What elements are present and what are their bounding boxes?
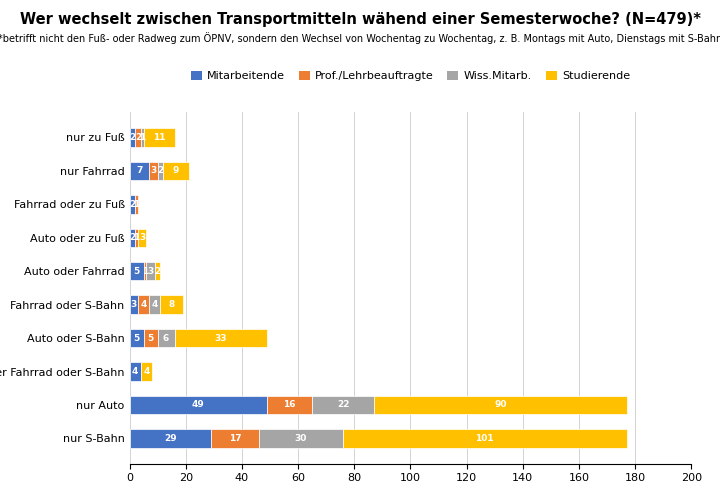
- Text: 2: 2: [130, 200, 135, 209]
- Text: 49: 49: [192, 401, 204, 409]
- Bar: [146, 262, 155, 281]
- Bar: [374, 396, 626, 414]
- Text: 16: 16: [284, 401, 296, 409]
- Text: 1: 1: [133, 233, 140, 242]
- Text: 1: 1: [142, 267, 148, 276]
- Bar: [149, 295, 161, 314]
- Text: 5: 5: [148, 334, 154, 343]
- Bar: [163, 162, 189, 180]
- Text: 2: 2: [130, 133, 135, 142]
- Text: 101: 101: [475, 434, 494, 443]
- Bar: [138, 228, 146, 247]
- Bar: [143, 329, 158, 347]
- Bar: [130, 128, 135, 146]
- Bar: [158, 162, 163, 180]
- Bar: [135, 195, 138, 214]
- Text: 30: 30: [294, 434, 307, 443]
- Bar: [130, 195, 135, 214]
- Bar: [155, 262, 161, 281]
- Text: 22: 22: [337, 401, 349, 409]
- Text: 6: 6: [163, 334, 169, 343]
- Text: 2: 2: [155, 267, 161, 276]
- Text: 4: 4: [140, 300, 147, 309]
- Bar: [130, 396, 267, 414]
- Text: 2: 2: [135, 133, 141, 142]
- Bar: [130, 162, 149, 180]
- Text: 2: 2: [130, 233, 135, 242]
- Text: 33: 33: [215, 334, 227, 343]
- Text: 5: 5: [133, 267, 140, 276]
- Text: 3: 3: [150, 166, 156, 175]
- Bar: [258, 429, 343, 447]
- Text: 2: 2: [158, 166, 163, 175]
- Bar: [267, 396, 312, 414]
- Bar: [130, 362, 141, 381]
- Bar: [158, 329, 174, 347]
- Text: 4: 4: [132, 367, 138, 376]
- Bar: [130, 429, 211, 447]
- Text: Wer wechselt zwischen Transportmitteln wähend einer Semesterwoche? (N=479)*: Wer wechselt zwischen Transportmitteln w…: [19, 12, 701, 27]
- Text: 7: 7: [136, 166, 143, 175]
- Text: 9: 9: [173, 166, 179, 175]
- Text: 29: 29: [164, 434, 176, 443]
- Bar: [312, 396, 374, 414]
- Text: 4: 4: [152, 300, 158, 309]
- Bar: [135, 128, 141, 146]
- Text: 90: 90: [494, 401, 506, 409]
- Bar: [149, 162, 158, 180]
- Bar: [130, 262, 143, 281]
- Bar: [161, 295, 183, 314]
- Text: 4: 4: [143, 367, 150, 376]
- Text: 1: 1: [133, 200, 140, 209]
- Text: 17: 17: [228, 434, 241, 443]
- Text: *betrifft nicht den Fuß- oder Radweg zum ÖPNV, sondern den Wechsel von Wochentag: *betrifft nicht den Fuß- oder Radweg zum…: [0, 32, 720, 43]
- Bar: [174, 329, 267, 347]
- Bar: [141, 128, 143, 146]
- Bar: [211, 429, 258, 447]
- Text: 5: 5: [133, 334, 140, 343]
- Text: 3: 3: [148, 267, 154, 276]
- Bar: [141, 362, 152, 381]
- Text: 3: 3: [139, 233, 145, 242]
- Legend: Mitarbeitende, Prof./Lehrbeauftragte, Wiss.Mitarb., Studierende: Mitarbeitende, Prof./Lehrbeauftragte, Wi…: [186, 66, 635, 86]
- Bar: [130, 329, 143, 347]
- Bar: [143, 262, 146, 281]
- Bar: [138, 295, 149, 314]
- Bar: [130, 295, 138, 314]
- Text: 8: 8: [168, 300, 175, 309]
- Bar: [143, 128, 174, 146]
- Bar: [343, 429, 626, 447]
- Text: 11: 11: [153, 133, 166, 142]
- Bar: [130, 228, 135, 247]
- Text: 1: 1: [139, 133, 145, 142]
- Bar: [135, 228, 138, 247]
- Text: 3: 3: [131, 300, 137, 309]
